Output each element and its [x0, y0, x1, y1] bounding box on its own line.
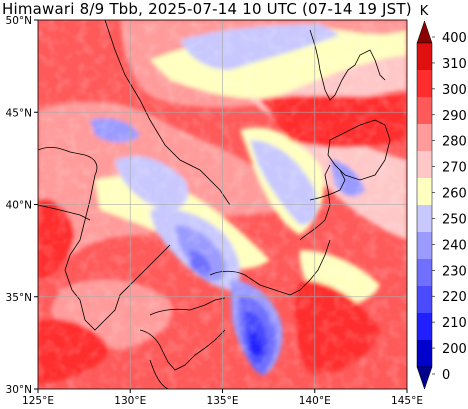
colorbar-tick-label: 230: [442, 264, 467, 279]
colorbar-band: [417, 97, 432, 125]
colorbar-band: [417, 232, 432, 260]
colorbar-tick-label: 300: [442, 83, 467, 98]
figure-title: Himawari 8/9 Tbb, 2025-07-14 10 UTC (07-…: [2, 0, 412, 18]
colorbar-tick-label: 280: [442, 135, 467, 150]
latitude-tick-labels: 30°N 35°N 40°N 45°N 50°N: [6, 15, 38, 396]
lat-tick-label: 45°N: [6, 107, 32, 119]
colorbar-band: [417, 124, 432, 152]
colorbar-extend-min: [416, 366, 433, 390]
lon-tick-label: 130°E: [114, 395, 146, 407]
lat-tick-label: 50°N: [6, 15, 32, 27]
colorbar-tick-label: 200: [442, 342, 467, 357]
colorbar-band: [417, 178, 432, 206]
longitude-tick-labels: 125°E 130°E 135°E 140°E 145°E: [22, 389, 423, 407]
colorbar: K 0 200 210 220 230 240 250 260 270 280 290 300 310 4…: [416, 4, 467, 390]
colorbar-unit-label: K: [420, 4, 429, 19]
colorbar-band: [417, 340, 432, 368]
map-plot-area: [38, 20, 407, 389]
colorbar-band: [417, 205, 432, 233]
lon-tick-label: 145°E: [391, 395, 423, 407]
colorbar-band: [417, 70, 432, 98]
colorbar-band: [417, 259, 432, 287]
colorbar-band: [417, 313, 432, 341]
lon-tick-label: 125°E: [22, 395, 54, 407]
colorbar-extend-max: [416, 20, 433, 44]
colorbar-band: [417, 286, 432, 314]
colorbar-tick-label: 400: [442, 31, 467, 46]
lon-tick-label: 135°E: [207, 395, 239, 407]
lat-tick-label: 35°N: [6, 292, 32, 304]
lon-tick-label: 140°E: [299, 395, 331, 407]
colorbar-tick-label: 240: [442, 238, 467, 253]
lat-tick-label: 30°N: [6, 384, 32, 396]
colorbar-band: [417, 43, 432, 71]
colorbar-outline: [416, 42, 433, 368]
coastlines: [38, 20, 391, 389]
gridlines: [38, 20, 407, 389]
lat-tick-label: 40°N: [6, 200, 32, 212]
colorbar-tick-label: 250: [442, 212, 467, 227]
colorbar-tick-label: 210: [442, 316, 467, 331]
colorbar-band: [417, 151, 432, 179]
colorbar-tick-label: 0: [442, 368, 450, 383]
colorbar-tick-label: 270: [442, 161, 467, 176]
colorbar-tick-label: 260: [442, 187, 467, 202]
colorbar-tick-label: 290: [442, 109, 467, 124]
colorbar-tick-label: 220: [442, 290, 467, 305]
colorbar-tick-label: 310: [442, 57, 467, 72]
